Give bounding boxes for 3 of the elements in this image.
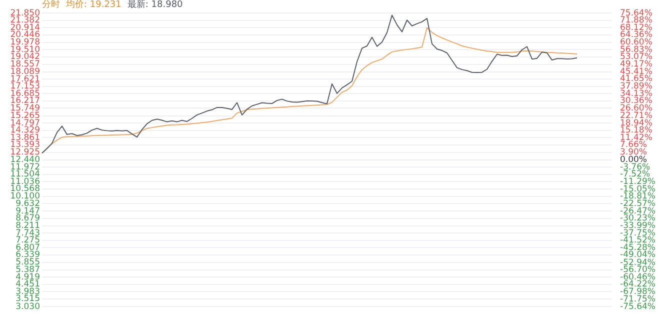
y2-tick-label: -75.64% [620, 302, 656, 312]
text: 均价: 19.231 [66, 0, 122, 10]
y-tick-label: 3.030 [16, 302, 40, 312]
